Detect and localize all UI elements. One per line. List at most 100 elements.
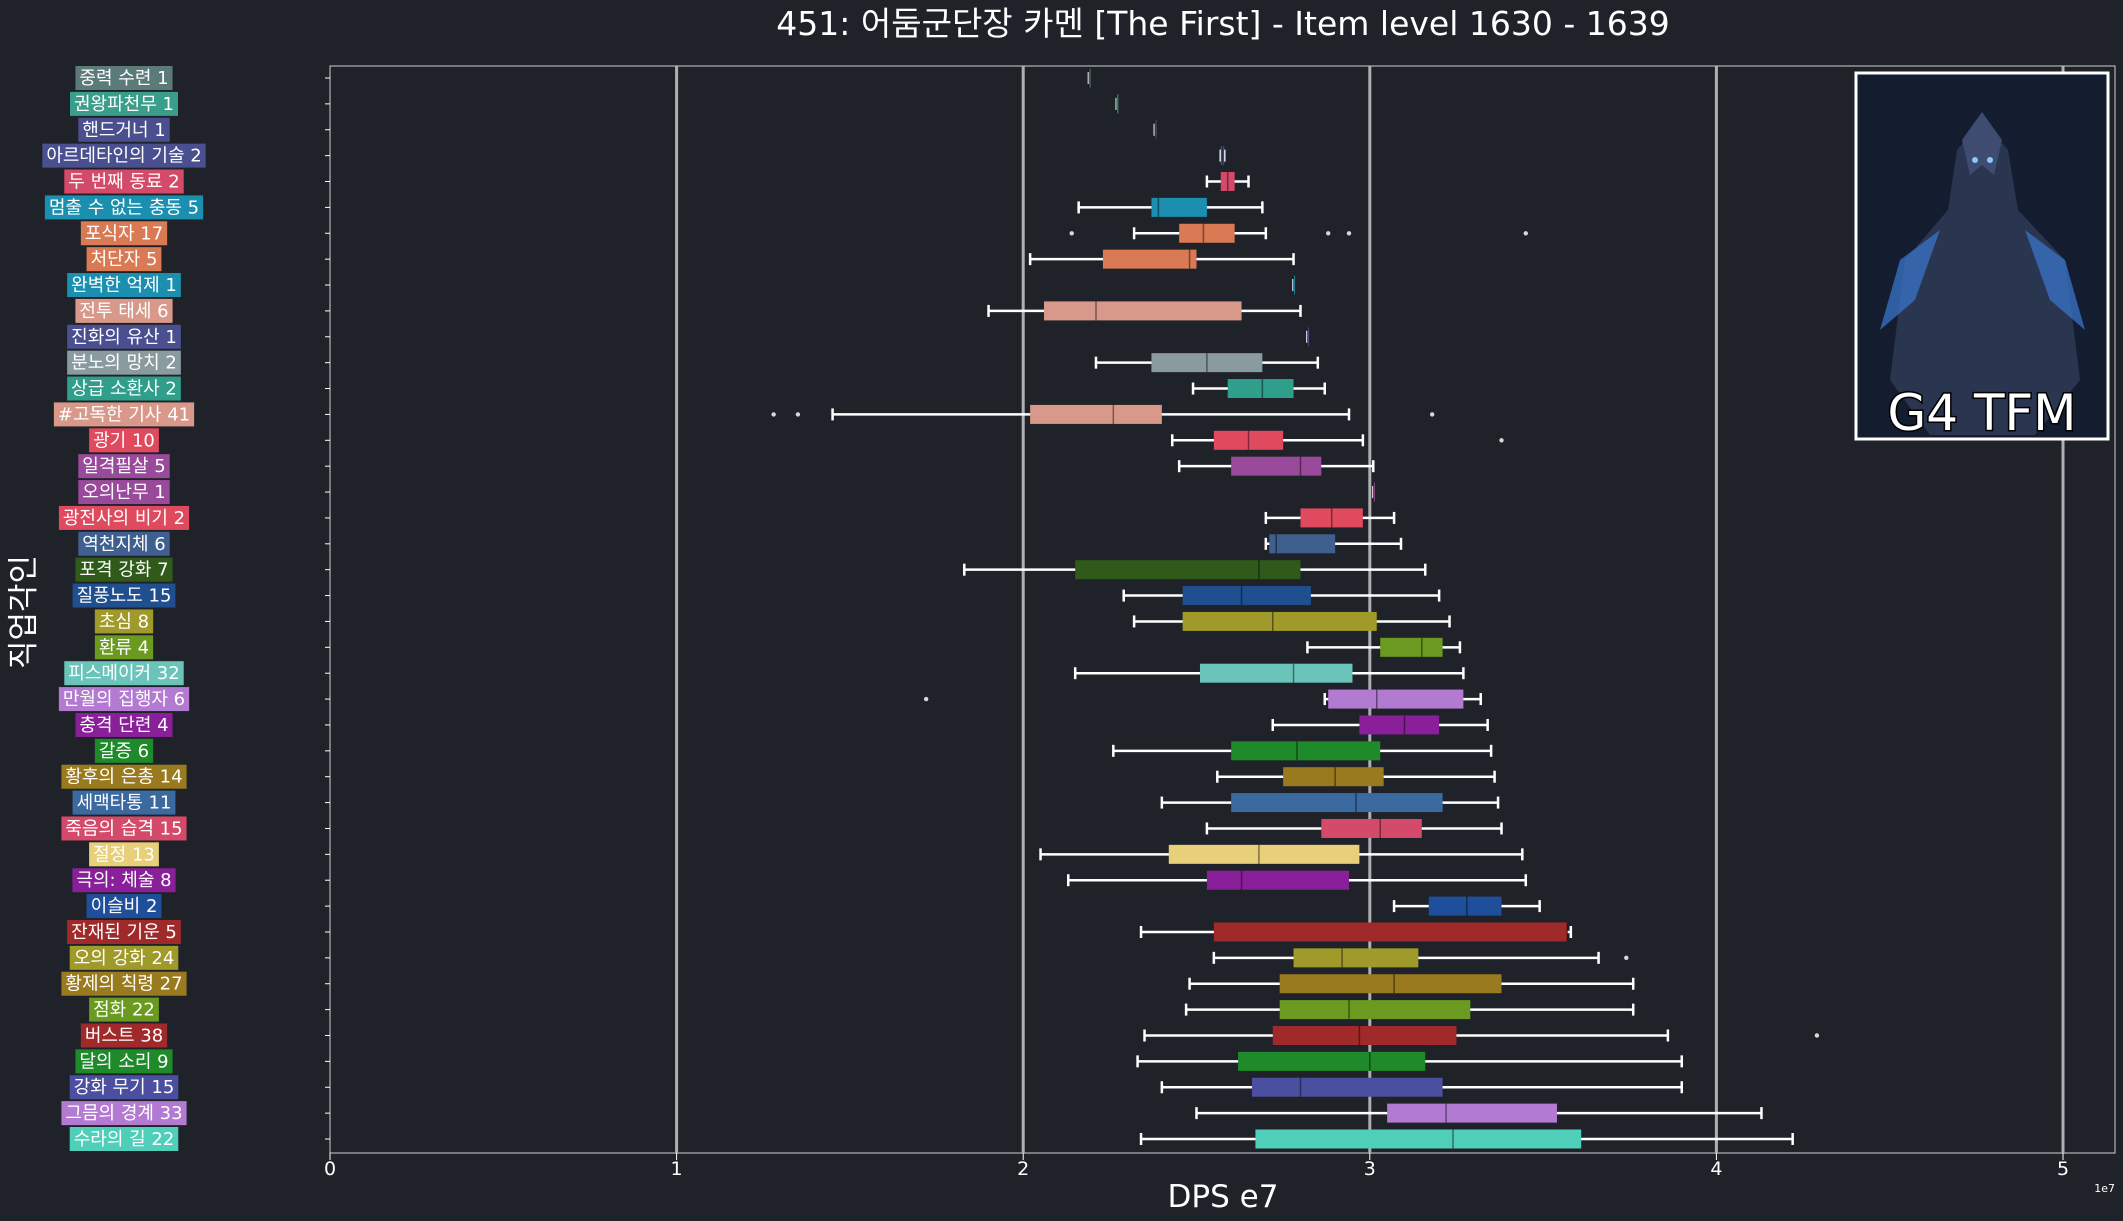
box	[1075, 560, 1301, 580]
category-label: 아르데타인의 기술 2	[46, 146, 201, 167]
outlier-point	[1814, 1033, 1820, 1038]
plot-area: 0 1 2 3 4 5 중력 수련 1 권왕파천무 1 핸드거너 1 아르데타인의 기술 2 두 번…	[42, 65, 2116, 1180]
category-label-bg	[80, 221, 168, 246]
outlier-point	[1429, 412, 1435, 417]
category-label-bg	[64, 661, 184, 686]
box	[1279, 974, 1502, 994]
category-label-bg	[67, 324, 181, 349]
category-label-bg	[67, 273, 181, 298]
category-label: 잔재된 기운 5	[71, 922, 177, 943]
category-label: 절정 13	[93, 844, 155, 865]
box	[1231, 793, 1443, 813]
category-label-bg	[75, 557, 173, 582]
category-label: 수라의 길 22	[74, 1129, 175, 1150]
outlier-point	[1069, 231, 1074, 236]
category-label: 오의 강화 24	[74, 948, 175, 969]
category-label-bg	[75, 298, 173, 323]
category-label: 분노의 망치 2	[71, 353, 177, 374]
category-label: 오의난무 1	[82, 482, 165, 503]
category-label: 진화의 유산 1	[71, 327, 177, 348]
category-label: #고독한 기사 41	[58, 404, 190, 425]
category-label: 처단자 5	[91, 249, 158, 270]
box	[1227, 379, 1294, 399]
box	[1151, 197, 1207, 217]
category-label: 완벽한 억제 1	[71, 275, 177, 296]
category-label-bg	[75, 712, 173, 737]
category-label: 초심 8	[99, 611, 149, 632]
category-label-bg	[89, 428, 159, 453]
box	[1269, 534, 1336, 554]
outlier-point	[1346, 231, 1352, 236]
category-label: 강화 무기 15	[74, 1077, 175, 1098]
box	[1380, 637, 1443, 657]
category-label: 광전사의 비기 2	[63, 508, 185, 529]
category-label: 만월의 집행자 6	[63, 689, 185, 710]
box	[1293, 275, 1296, 295]
x-tick-label: 3	[1364, 1158, 1376, 1180]
outlier-point	[795, 412, 801, 417]
y-axis-label: 직업각인	[6, 555, 42, 669]
category-label-bg	[61, 1101, 187, 1126]
category-label: 버스트 38	[85, 1025, 163, 1046]
category-label-bg	[78, 117, 170, 142]
box	[1231, 456, 1322, 476]
box	[1321, 818, 1422, 838]
category-label: 멈출 수 없는 충동 5	[49, 197, 199, 218]
box	[1300, 508, 1363, 528]
outlier-point	[923, 696, 929, 702]
box	[1238, 1051, 1426, 1071]
category-label: 충격 단련 4	[79, 715, 168, 736]
box	[1293, 948, 1419, 968]
box	[1359, 715, 1440, 735]
box	[1206, 870, 1350, 890]
category-label-bg	[75, 1049, 173, 1074]
box	[1307, 327, 1309, 347]
x-axis-label: DPS e7	[1168, 1179, 1279, 1215]
box	[1030, 404, 1162, 424]
category-label-bg	[75, 66, 173, 90]
category-label: 두 번째 동료 2	[68, 172, 179, 193]
category-label: 이슬비 2	[91, 896, 158, 917]
category-label-bg	[78, 480, 170, 505]
box	[1387, 1103, 1557, 1123]
box	[1220, 146, 1225, 166]
box	[1328, 689, 1464, 709]
box	[1283, 767, 1384, 787]
category-label-bg	[78, 531, 170, 556]
category-label: 그믐의 경계 33	[65, 1103, 182, 1124]
category-label: 피스메이커 32	[68, 663, 179, 684]
outlier-point	[1499, 438, 1504, 443]
category-label-bg	[67, 376, 181, 401]
outlier-point	[771, 412, 776, 417]
box	[1279, 1000, 1471, 1020]
box	[1179, 223, 1235, 243]
category-label-bg	[44, 195, 204, 220]
category-label-bg	[78, 454, 170, 479]
box	[1199, 663, 1353, 683]
category-label-bg	[58, 687, 190, 712]
category-label-bg	[72, 583, 176, 608]
category-label: 핸드거너 1	[82, 120, 165, 141]
category-label-bg	[61, 816, 187, 841]
category-label-bg	[86, 894, 162, 919]
category-label-bg	[80, 1023, 168, 1048]
box	[1213, 430, 1284, 450]
category-label: 질풍노도 15	[77, 586, 172, 607]
outlier-point	[1326, 231, 1331, 236]
outlier-point	[1523, 231, 1528, 236]
category-label-bg	[42, 143, 206, 168]
category-label: 환류 4	[99, 637, 149, 658]
character-portrait-icon	[1880, 112, 2085, 435]
box	[1168, 844, 1360, 864]
category-label: 중력 수련 1	[79, 68, 168, 89]
category-label-bg	[69, 1127, 179, 1151]
category-label-bg	[72, 868, 176, 893]
box	[1251, 1077, 1443, 1097]
box	[1231, 741, 1381, 761]
category-label-bg	[94, 609, 154, 634]
category-label: 광기 10	[93, 430, 155, 451]
category-label: 황제의 칙령 27	[65, 974, 182, 995]
x-tick-label: 5	[2057, 1158, 2069, 1180]
category-label-bg	[58, 505, 190, 530]
